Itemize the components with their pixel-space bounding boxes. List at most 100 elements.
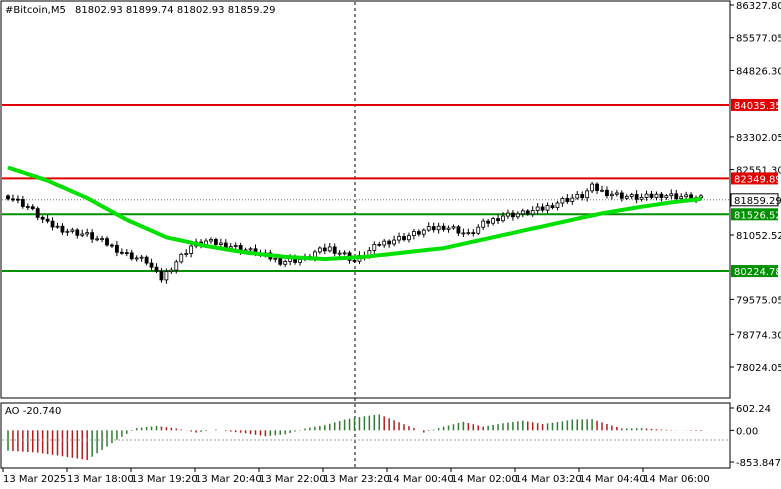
candle-body [184, 253, 189, 255]
price-line-label-support-2: 80224.78 [734, 267, 781, 278]
candle-body [431, 226, 436, 231]
price-axis: 86327.80 85577.05 84826.30 83302.05 82551.30… [730, 1, 781, 374]
candle-body [382, 240, 387, 246]
price-line-label-current: 81859.29 [734, 196, 781, 207]
candle-body [134, 257, 139, 260]
candle-body [496, 218, 500, 222]
ao-indicator-label: AO -20.740 [5, 406, 61, 417]
candle-body [644, 193, 649, 198]
candle-body [332, 246, 337, 254]
time-tick-label: 13 Mar 23:20 [323, 474, 390, 485]
candle-body [684, 194, 689, 198]
candle-body [491, 218, 496, 224]
time-tick-label: 13 Mar 18:00 [67, 474, 134, 485]
candle-body [213, 239, 218, 245]
candle-body [525, 210, 530, 215]
price-tick-label: 83302.05 [736, 133, 781, 144]
candle-body [110, 244, 114, 247]
candle-body [298, 259, 302, 263]
ohlc-values: 81802.93 81899.74 81802.93 81859.29 [75, 5, 275, 16]
candle-body [159, 270, 164, 281]
candle-body [619, 192, 624, 199]
candle-body [174, 261, 179, 271]
candle-body [416, 231, 421, 235]
candle-body [600, 189, 604, 192]
candle-body [421, 229, 426, 235]
time-tick-label: 14 Mar 02:00 [451, 474, 518, 485]
time-tick-label: 14 Mar 06:00 [643, 474, 710, 485]
candle-body [624, 195, 629, 199]
price-tick-label: 79575.05 [736, 295, 781, 306]
candle-body [654, 193, 659, 198]
candle-body [179, 253, 184, 263]
candle-body [570, 197, 575, 202]
candle-body [446, 227, 451, 230]
candle-body [540, 206, 545, 211]
candle-body [377, 243, 382, 246]
time-tick-label: 13 Mar 20:40 [195, 474, 262, 485]
candle-body [327, 246, 332, 252]
candle-body [590, 183, 594, 192]
candle-body [535, 206, 540, 211]
ao-panel-frame [0, 402, 731, 469]
candle-body [372, 243, 377, 251]
ao-tick-label: 0.00 [736, 426, 758, 437]
candle-body [476, 226, 481, 234]
candle-body [392, 239, 397, 245]
candle-body [402, 236, 406, 241]
candle-body [466, 232, 471, 235]
candle-body [35, 208, 40, 218]
candle-body [278, 257, 283, 265]
candle-body [555, 202, 560, 209]
candle-body [397, 236, 401, 241]
candle-body [11, 198, 15, 201]
candle-body [436, 225, 441, 231]
candle-body [322, 247, 327, 252]
candle-body [515, 213, 520, 218]
candle-body [6, 195, 10, 200]
candle-body [90, 232, 95, 240]
time-tick-label: 13 Mar 22:00 [259, 474, 326, 485]
ao-bars-group [7, 414, 702, 461]
candle-body [659, 193, 664, 198]
moving-average-group [7, 165, 702, 262]
price-line-labels: 84035.35 82349.89 81859.29 81526.52 80224.78 [730, 98, 781, 278]
candle-body [45, 218, 50, 222]
price-tick-label: 85577.05 [736, 34, 781, 45]
price-line-label-support-1: 81526.52 [734, 210, 781, 221]
time-tick-label: 14 Mar 03:20 [515, 474, 582, 485]
candle-body [560, 197, 565, 204]
candle-body [501, 215, 505, 222]
candle-body [95, 238, 99, 241]
candle-body [352, 260, 357, 262]
candle-body [144, 256, 149, 264]
candle-body [411, 231, 416, 237]
candle-body [40, 216, 45, 220]
candle-body [189, 245, 194, 254]
candle-body [283, 261, 288, 265]
candle-body [85, 232, 90, 235]
time-tick-label: 14 Mar 04:40 [579, 474, 646, 485]
candle-body [674, 193, 679, 200]
candle-body [441, 225, 446, 230]
candle-body [273, 257, 278, 260]
candle-body [387, 240, 392, 245]
candle-body [164, 271, 169, 281]
price-lines [2, 103, 729, 273]
candle-body [585, 190, 590, 199]
candle-body [550, 205, 555, 209]
candle-body [124, 252, 129, 254]
candle-body [486, 220, 491, 224]
candle-body [115, 244, 119, 253]
candle-body [639, 197, 644, 200]
price-tick-label: 81052.52 [736, 231, 781, 242]
candle-body [629, 194, 634, 197]
candle-body [169, 269, 174, 273]
candle-body [337, 252, 342, 255]
candle-body [248, 248, 253, 251]
time-tick-label: 13 Mar 2025 [3, 474, 66, 485]
candle-body [209, 239, 213, 242]
candle-body [75, 229, 80, 236]
candle-body [520, 210, 525, 215]
